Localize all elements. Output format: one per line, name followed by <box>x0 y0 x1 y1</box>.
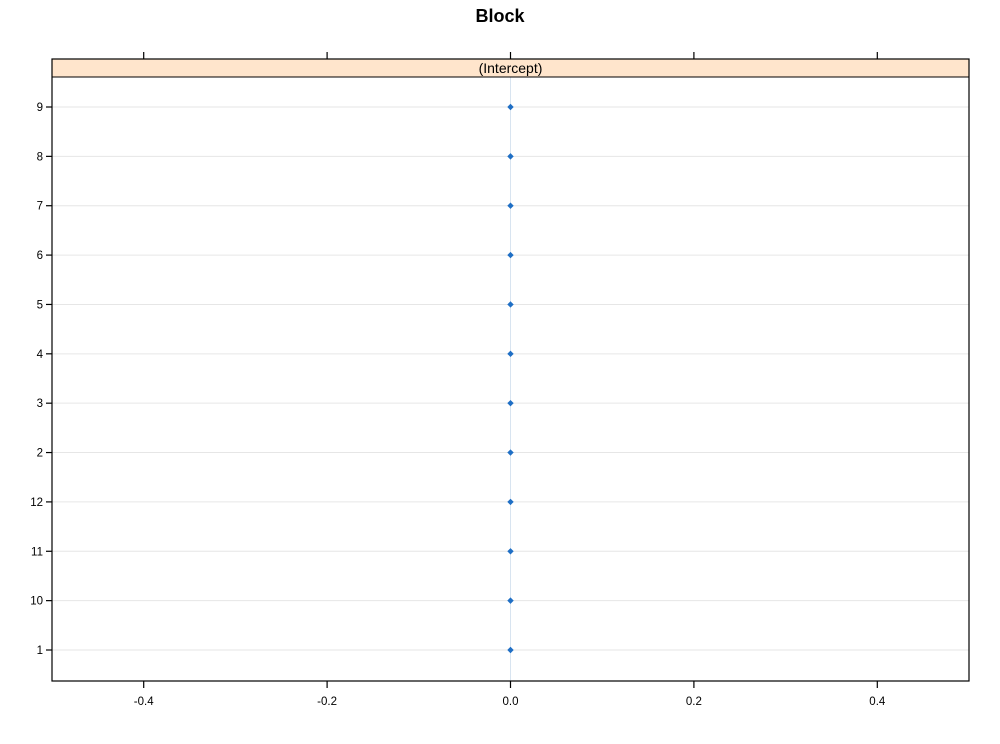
panel-strip-label: (Intercept) <box>479 60 543 76</box>
data-point-9 <box>507 103 514 111</box>
y-axis: 1 10 11 12 2 3 4 5 6 7 8 9 <box>30 102 52 657</box>
data-point-11 <box>507 548 514 555</box>
x-axis: -0.4 -0.2 0.0 0.2 0.4 <box>134 52 886 708</box>
x-tick-label: 0.0 <box>503 696 519 708</box>
y-tick-label: 3 <box>37 398 43 410</box>
x-tick-label: 0.2 <box>686 696 702 708</box>
y-tick-label: 12 <box>30 497 43 509</box>
x-tick-label: -0.4 <box>134 696 154 708</box>
data-point-8 <box>507 153 514 160</box>
y-tick-label: 6 <box>37 250 43 262</box>
y-tick-label: 9 <box>37 102 43 114</box>
data-points <box>507 103 514 654</box>
y-tick-label: 11 <box>31 546 43 558</box>
y-tick-label: 7 <box>37 201 43 213</box>
data-point-10 <box>507 597 514 604</box>
y-tick-label: 1 <box>37 645 43 657</box>
data-point-3 <box>507 399 514 407</box>
y-tick-label: 5 <box>37 299 43 311</box>
chart-title: Block <box>475 6 525 26</box>
data-point-4 <box>507 350 514 358</box>
data-point-12 <box>507 498 514 506</box>
data-point-7 <box>507 202 514 209</box>
y-tick-label: 4 <box>37 349 44 361</box>
y-tick-label: 2 <box>37 448 43 460</box>
data-point-1 <box>507 646 514 654</box>
data-point-5 <box>507 301 514 308</box>
y-tick-label: 10 <box>30 596 43 608</box>
data-point-6 <box>507 251 514 259</box>
x-tick-label: 0.4 <box>869 696 886 708</box>
data-point-2 <box>507 449 514 456</box>
x-tick-label: -0.2 <box>317 696 337 708</box>
y-tick-label: 8 <box>37 151 43 163</box>
